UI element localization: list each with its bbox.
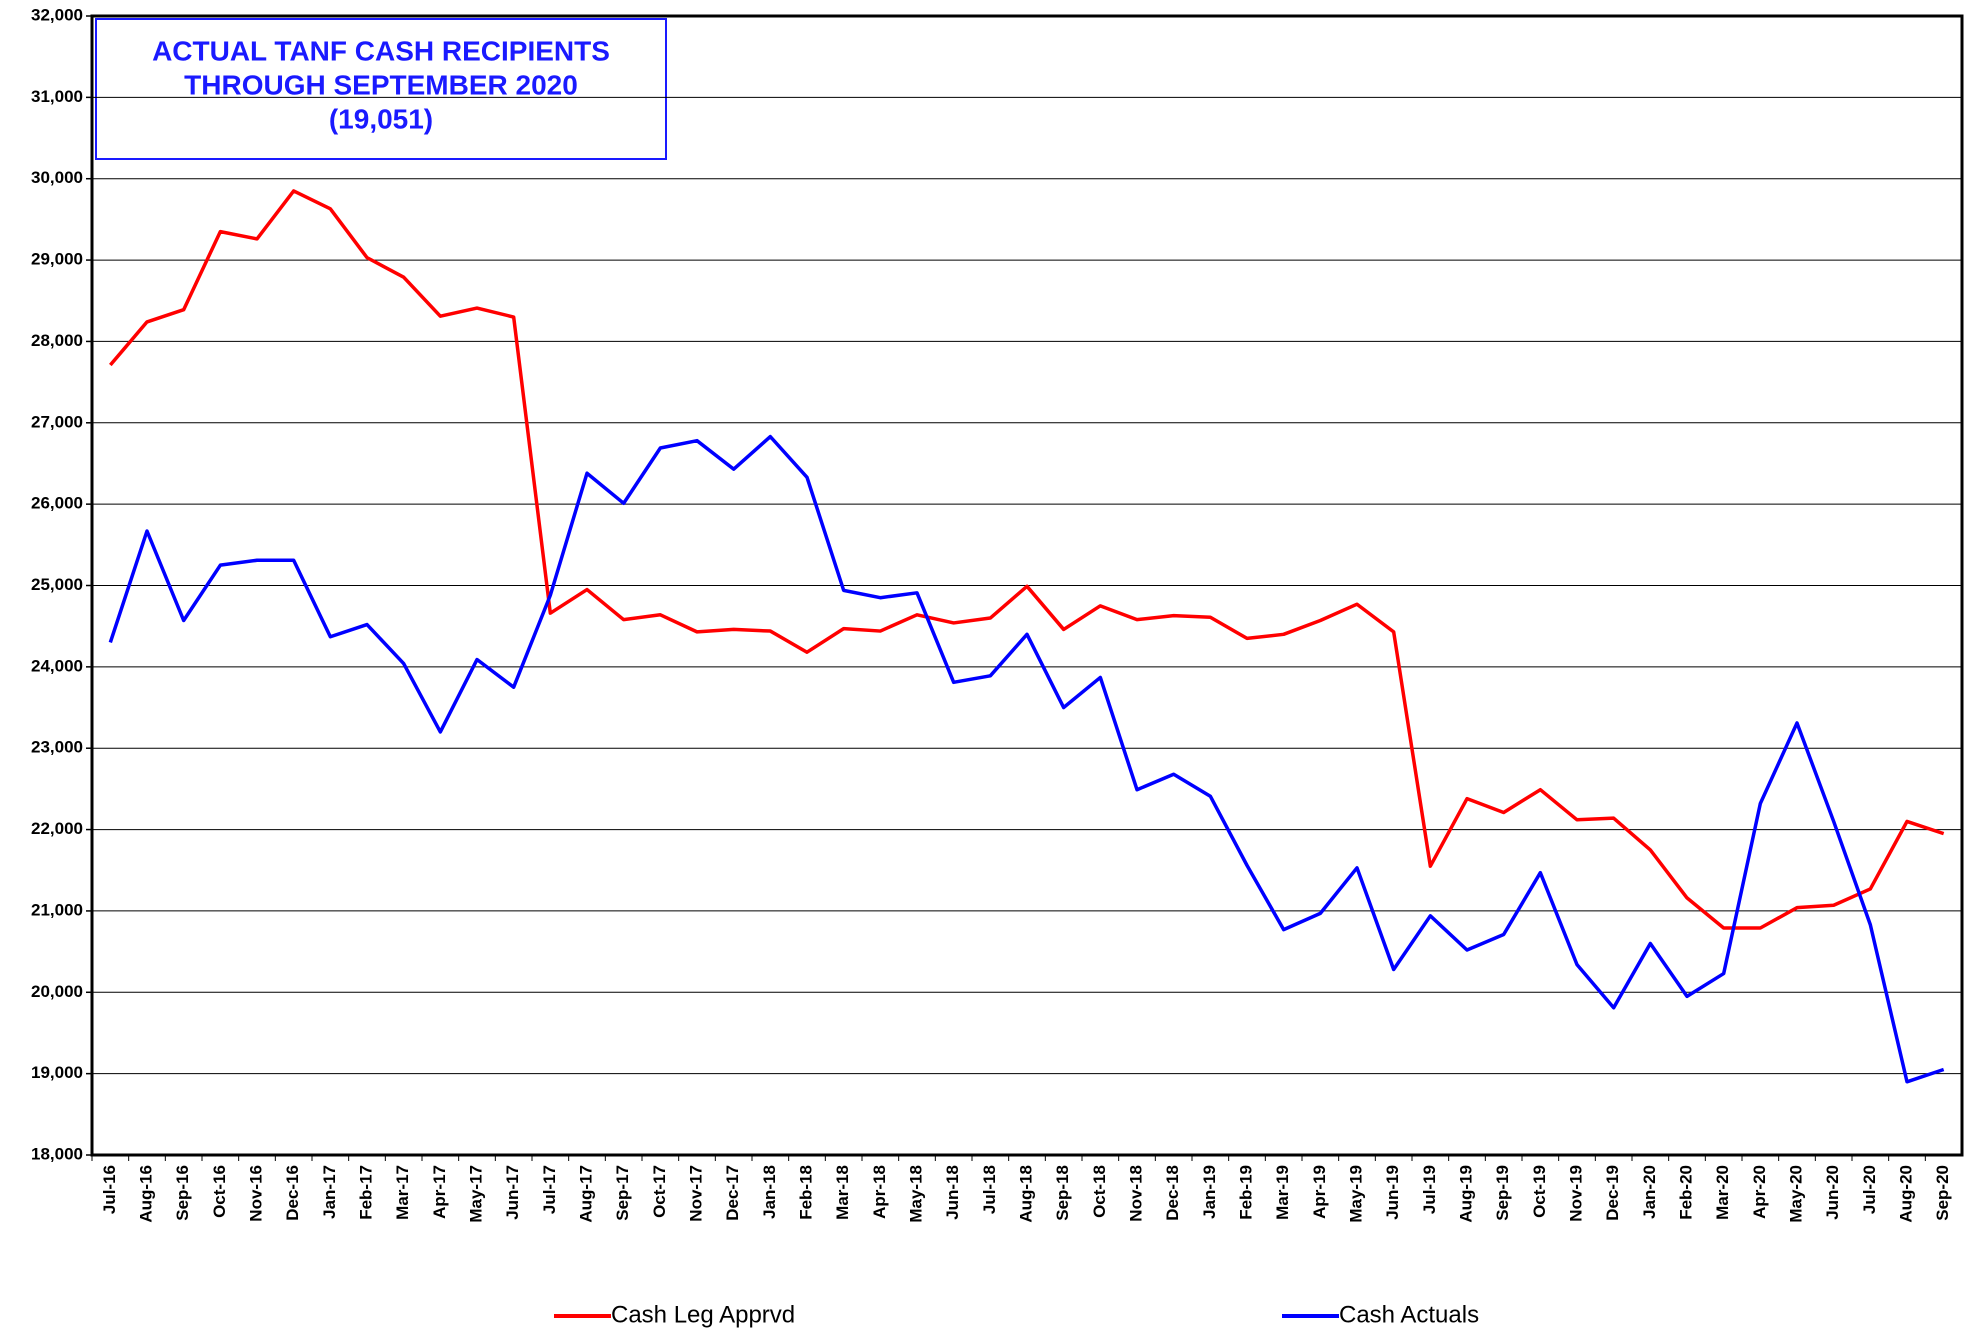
chart-title: (19,051)	[329, 103, 433, 134]
x-tick-label: Feb-20	[1676, 1165, 1695, 1220]
data-line	[108, 189, 1945, 930]
x-tick-label: Apr-17	[430, 1165, 449, 1219]
x-tick-label: Mar-19	[1273, 1165, 1292, 1220]
x-tick-label: May-20	[1786, 1165, 1805, 1223]
x-tick-label: Mar-20	[1713, 1165, 1732, 1220]
y-tick-label: 21,000	[31, 900, 83, 919]
y-tick-label: 22,000	[31, 819, 83, 838]
x-tick-label: Jan-18	[760, 1165, 779, 1219]
x-tick-label: Jul-16	[100, 1165, 119, 1214]
data-line	[108, 434, 1945, 1084]
x-tick-label: Feb-18	[796, 1165, 815, 1220]
x-tick-label: May-17	[466, 1165, 485, 1223]
x-tick-label: Oct-18	[1090, 1165, 1109, 1218]
y-tick-label: 23,000	[31, 738, 83, 757]
x-tick-label: Oct-16	[210, 1165, 229, 1218]
x-tick-label: Jan-17	[320, 1165, 339, 1219]
x-tick-label: Feb-19	[1236, 1165, 1255, 1220]
y-tick-label: 26,000	[31, 494, 83, 513]
x-tick-label: Jan-19	[1200, 1165, 1219, 1219]
x-tick-label: Dec-16	[283, 1165, 302, 1221]
x-tick-label: Aug-16	[136, 1165, 155, 1223]
y-tick-label: 32,000	[31, 5, 83, 24]
x-tick-label: Sep-20	[1933, 1165, 1952, 1221]
x-tick-label: Aug-20	[1896, 1165, 1915, 1223]
chart-title: ACTUAL TANF CASH RECIPIENTS	[152, 35, 610, 66]
title-box	[95, 18, 667, 160]
x-tick-label: Oct-17	[650, 1165, 669, 1218]
x-tick-label: Apr-18	[870, 1165, 889, 1219]
x-tick-label: Apr-20	[1750, 1165, 1769, 1219]
x-tick-label: May-19	[1346, 1165, 1365, 1223]
x-tick-label: Nov-19	[1566, 1165, 1585, 1222]
x-tick-label: Feb-17	[356, 1165, 375, 1220]
x-tick-label: Jul-18	[980, 1165, 999, 1214]
x-tick-label: Sep-19	[1493, 1165, 1512, 1221]
x-tick-label: Aug-17	[576, 1165, 595, 1223]
x-tick-label: Aug-18	[1016, 1165, 1035, 1223]
y-tick-label: 29,000	[31, 250, 83, 269]
x-tick-label: Jun-18	[943, 1165, 962, 1220]
y-tick-label: 24,000	[31, 656, 83, 675]
x-tick-label: Dec-17	[723, 1165, 742, 1221]
y-tick-label: 18,000	[31, 1144, 83, 1163]
x-tick-label: Mar-18	[833, 1165, 852, 1220]
x-tick-label: Jun-19	[1383, 1165, 1402, 1220]
x-tick-label: May-18	[906, 1165, 925, 1223]
x-tick-label: Nov-18	[1126, 1165, 1145, 1222]
x-tick-label: Dec-19	[1603, 1165, 1622, 1221]
x-tick-label: Jun-20	[1823, 1165, 1842, 1220]
x-tick-label: Jan-20	[1640, 1165, 1659, 1219]
x-tick-label: Dec-18	[1163, 1165, 1182, 1221]
legend-label: Cash Leg Apprvd	[611, 1301, 795, 1328]
x-tick-label: Nov-17	[686, 1165, 705, 1222]
x-tick-label: Jul-17	[540, 1165, 559, 1214]
plot-frame	[90, 14, 1964, 1157]
x-tick-label: Sep-18	[1053, 1165, 1072, 1221]
y-tick-label: 30,000	[31, 168, 83, 187]
x-tick-label: Oct-19	[1530, 1165, 1549, 1218]
chart-title: THROUGH SEPTEMBER 2020	[184, 69, 578, 100]
legend-label: Cash Actuals	[1339, 1301, 1479, 1328]
y-tick-label: 28,000	[31, 331, 83, 350]
x-tick-label: Jul-19	[1420, 1165, 1439, 1214]
x-tick-label: Sep-17	[613, 1165, 632, 1221]
x-tick-label: Jul-20	[1860, 1165, 1879, 1214]
y-tick-label: 27,000	[31, 412, 83, 431]
y-tick-label: 31,000	[31, 87, 83, 106]
x-tick-label: Sep-16	[173, 1165, 192, 1221]
x-tick-label: Apr-19	[1310, 1165, 1329, 1219]
x-tick-label: Jun-17	[503, 1165, 522, 1220]
y-tick-label: 19,000	[31, 1063, 83, 1082]
x-tick-label: Nov-16	[246, 1165, 265, 1222]
y-tick-label: 20,000	[31, 982, 83, 1001]
y-tick-label: 25,000	[31, 575, 83, 594]
x-tick-label: Mar-17	[393, 1165, 412, 1220]
x-tick-label: Aug-19	[1456, 1165, 1475, 1223]
